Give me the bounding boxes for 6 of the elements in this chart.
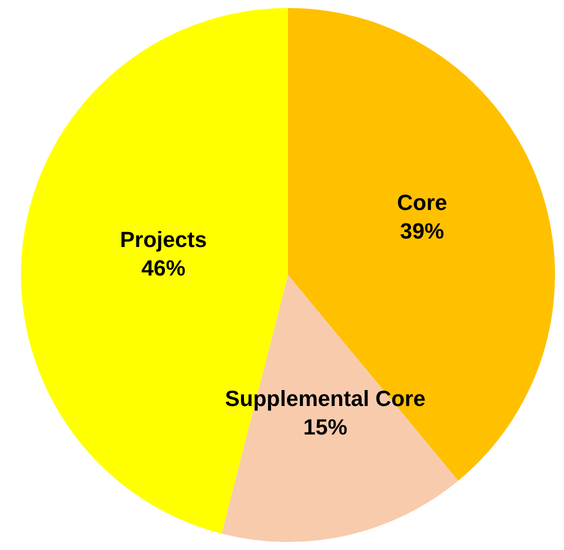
- data-label: 15%: [303, 414, 348, 440]
- data-label: 46%: [141, 256, 186, 281]
- data-label: 39%: [400, 218, 444, 244]
- slice-label: Projects: [120, 227, 207, 252]
- slice-label: Core: [397, 190, 448, 215]
- pie-slice: [222, 275, 458, 542]
